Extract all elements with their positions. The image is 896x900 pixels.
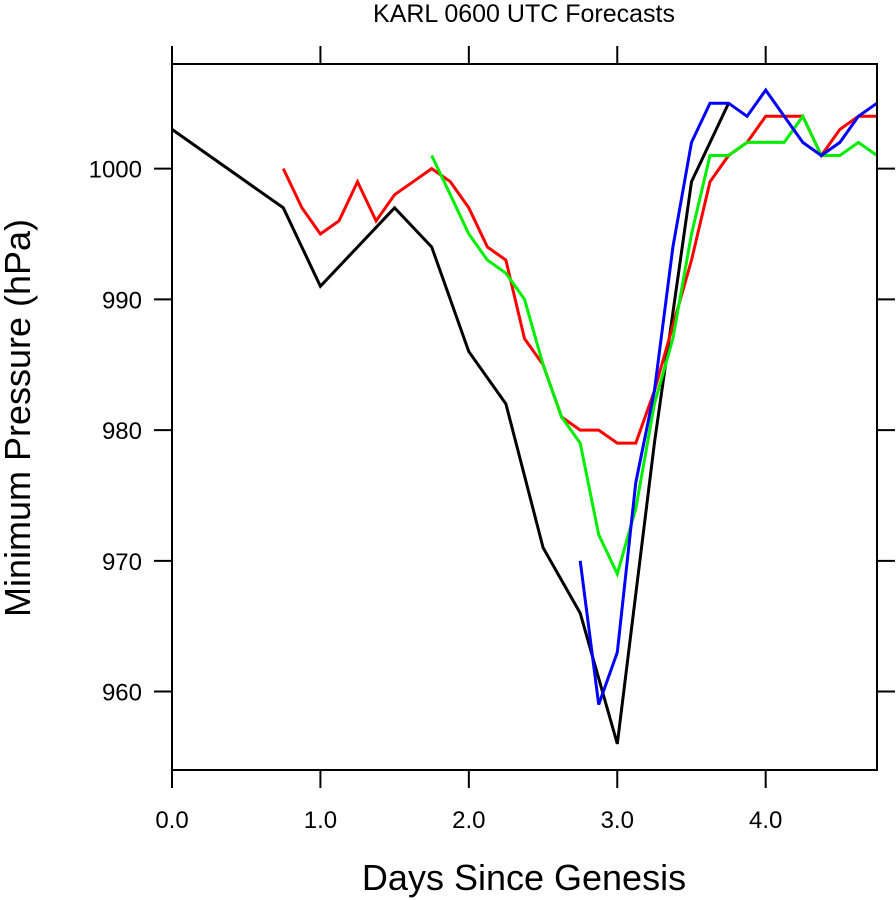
plot-frame	[171, 63, 878, 771]
y-axis-label: Minimum Pressure (hPa)	[0, 219, 38, 617]
x-tick-label: 3.0	[601, 807, 634, 834]
series-line-2	[281, 114, 877, 445]
y-tick-label: 970	[102, 549, 142, 576]
series-line-4	[578, 87, 878, 706]
chart-title: KARL 0600 UTC Forecasts	[373, 0, 675, 28]
y-tick-label: 1000	[89, 157, 142, 184]
labels-layer: 0.0 1.0 2.0 3.0 4.0 960 970 980 990 1000	[89, 157, 783, 834]
x-tick-label: 4.0	[749, 807, 782, 834]
ticks-layer	[154, 46, 895, 788]
x-tick-label: 1.0	[304, 807, 337, 834]
x-axis-label: Days Since Genesis	[362, 857, 686, 898]
y-tick-label: 990	[102, 287, 142, 314]
series-line-1	[171, 102, 730, 745]
x-tick-label: 2.0	[452, 807, 485, 834]
y-tick-label: 980	[102, 418, 142, 445]
x-tick-label: 0.0	[155, 807, 188, 834]
y-tick-label: 960	[102, 680, 142, 707]
series-line-3	[430, 113, 878, 579]
series-layer	[171, 87, 878, 745]
